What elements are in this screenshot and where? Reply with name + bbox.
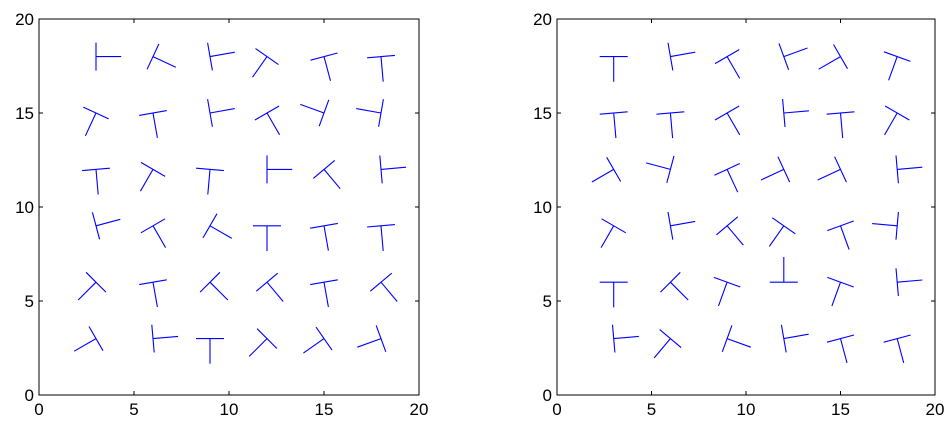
- data-glyph: [139, 279, 167, 308]
- data-glyph: [303, 326, 333, 354]
- y-tick-label: 20: [15, 10, 34, 29]
- data-glyph: [379, 155, 407, 184]
- data-glyph: [778, 43, 808, 70]
- data-glyph: [769, 257, 798, 283]
- data-glyph: [266, 155, 293, 184]
- y-tick-label: 5: [543, 292, 552, 311]
- y-tick-label: 0: [543, 386, 552, 405]
- data-glyph: [645, 155, 675, 184]
- data-glyph: [139, 110, 167, 138]
- data-glyph: [77, 271, 107, 301]
- data-glyph: [367, 224, 395, 251]
- data-glyph: [254, 105, 281, 136]
- data-glyph: [884, 105, 910, 136]
- data-glyph: [883, 51, 911, 81]
- data-glyph: [760, 156, 791, 183]
- y-tick-label: 20: [533, 10, 552, 29]
- data-glyph: [591, 157, 622, 183]
- y-tick-label: 10: [15, 198, 34, 217]
- data-glyph: [667, 42, 696, 71]
- data-glyph: [895, 268, 923, 297]
- data-glyph: [653, 329, 682, 359]
- data-glyph: [611, 324, 639, 353]
- data-glyph: [91, 212, 121, 240]
- chart-panel-2: 0 5 10 15 20 0 5 10 15 20: [533, 10, 944, 419]
- data-glyph: [300, 99, 330, 127]
- data-glyph: [248, 328, 278, 357]
- data-glyph: [818, 44, 848, 70]
- data-glyph: [146, 43, 177, 70]
- data-glyph: [73, 326, 104, 352]
- data-glyph: [356, 99, 384, 127]
- data-glyph: [826, 334, 855, 364]
- data-glyph: [782, 99, 809, 127]
- y-tick-label: 10: [533, 198, 552, 217]
- data-glyph: [95, 42, 122, 71]
- data-glyph: [768, 217, 796, 247]
- x-tick-label: 0: [34, 400, 43, 419]
- data-glyph: [310, 279, 338, 308]
- data-glyph: [826, 111, 855, 139]
- data-glyph: [139, 161, 166, 192]
- data-glyph: [714, 163, 741, 193]
- x-tick-label: 10: [220, 400, 239, 419]
- data-glyph: [310, 222, 338, 251]
- x-tick-label: 10: [737, 400, 756, 419]
- data-glyph: [714, 49, 741, 79]
- data-glyph: [600, 218, 627, 248]
- data-glyph: [82, 167, 110, 195]
- data-glyph: [667, 211, 696, 240]
- data-glyph: [199, 271, 229, 301]
- y-tick-label: 5: [25, 292, 34, 311]
- x-tick-label: 0: [552, 400, 561, 419]
- data-glyph: [196, 167, 224, 195]
- data-glyph: [357, 325, 387, 352]
- data-glyph: [252, 48, 279, 78]
- data-glyph: [310, 52, 338, 82]
- data-glyph: [716, 216, 744, 246]
- data-glyph: [202, 213, 233, 239]
- y-tick-label: 15: [15, 104, 34, 123]
- data-glyph: [369, 272, 398, 302]
- data-glyph: [599, 281, 628, 308]
- x-tick-label: 5: [647, 400, 656, 419]
- y-tick-label: 15: [533, 104, 552, 123]
- data-glyph: [196, 338, 224, 364]
- chart-panel-1: 0 5 10 15 20 0 5 10 15 20: [15, 10, 428, 419]
- data-glyph: [895, 155, 923, 184]
- data-glyph: [83, 106, 109, 137]
- data-glyph: [255, 272, 284, 302]
- data-glyph: [714, 105, 741, 136]
- data-glyph: [599, 111, 628, 139]
- data-glyph: [151, 324, 179, 353]
- data-glyph: [140, 218, 167, 248]
- data-glyph: [883, 334, 911, 364]
- data-glyph: [207, 99, 235, 127]
- data-glyph: [656, 111, 685, 139]
- x-tick-label: 15: [831, 400, 850, 419]
- data-glyph: [599, 56, 628, 82]
- x-tick-label: 5: [129, 400, 138, 419]
- data-glyph: [721, 325, 751, 352]
- data-glyph: [312, 159, 341, 190]
- x-tick-label: 20: [410, 400, 429, 419]
- x-tick-label: 15: [315, 400, 334, 419]
- data-glyph: [827, 220, 854, 250]
- data-glyph: [780, 324, 809, 353]
- data-glyph: [367, 54, 395, 82]
- data-glyph: [817, 156, 847, 183]
- x-tick-label: 20: [926, 400, 945, 419]
- data-glyph: [207, 42, 235, 71]
- data-glyph: [872, 211, 899, 240]
- y-tick-label: 0: [25, 386, 34, 405]
- data-glyph: [713, 276, 741, 307]
- data-glyph: [827, 276, 854, 307]
- data-glyph: [660, 271, 689, 301]
- data-glyph: [253, 225, 281, 251]
